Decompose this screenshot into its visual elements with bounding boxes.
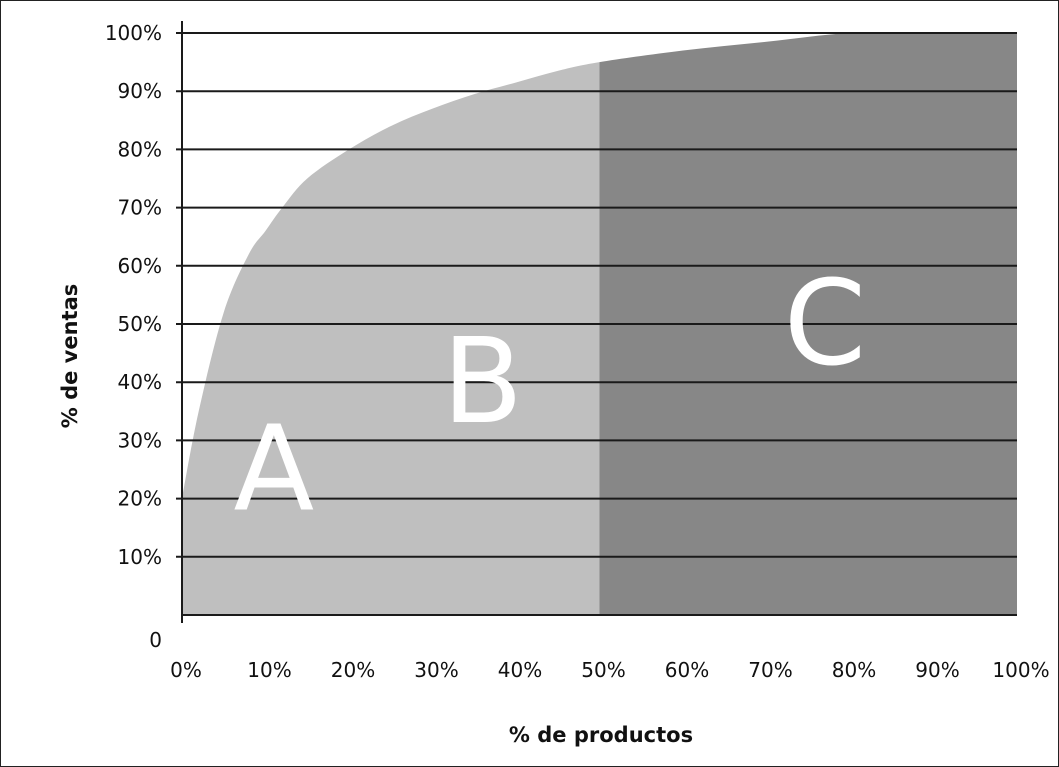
x-tick-labels: 0% 10% 20% 30% 40% 50% 60% 70% 80% 90% 100%: [170, 658, 1049, 682]
y-axis-title: % de ventas: [58, 284, 82, 429]
x-tick-label: 30%: [414, 658, 458, 682]
y-tick-label: 20%: [118, 487, 162, 511]
y-tick-label: 90%: [118, 79, 162, 103]
x-tick-label: 80%: [832, 658, 876, 682]
y-tick-label: 40%: [118, 370, 162, 394]
x-tick-label: 100%: [992, 658, 1049, 682]
x-tick-label: 0%: [170, 658, 202, 682]
x-tick-label: 40%: [498, 658, 542, 682]
y-tick-label: 70%: [118, 196, 162, 220]
y-tick-label: 50%: [118, 312, 162, 336]
region-labels: AB C: [233, 254, 866, 538]
x-tick-label: 20%: [331, 658, 375, 682]
x-tick-label: 70%: [748, 658, 792, 682]
x-axis-title: % de productos: [509, 723, 693, 747]
y-tick-label: 100%: [105, 21, 162, 45]
x-tick-label: 60%: [665, 658, 709, 682]
region-label-b: B: [442, 312, 523, 450]
y-tick-label: 80%: [118, 137, 162, 161]
gridlines: [176, 32, 1017, 558]
x-tick-label: 50%: [581, 658, 625, 682]
x-tick-label: 10%: [247, 658, 291, 682]
axes: [181, 21, 1017, 623]
y-tick-label: 10%: [118, 545, 162, 569]
region-label-a: A: [233, 400, 314, 538]
y-tick-label: 0: [149, 628, 162, 652]
y-tick-labels: 0 10% 20% 30% 40% 50% 60% 70% 80% 90% 100%: [105, 21, 162, 652]
y-tick-label: 30%: [118, 428, 162, 452]
region-label-c: C: [784, 254, 866, 392]
x-tick-label: 90%: [915, 658, 959, 682]
y-tick-label: 60%: [118, 254, 162, 278]
